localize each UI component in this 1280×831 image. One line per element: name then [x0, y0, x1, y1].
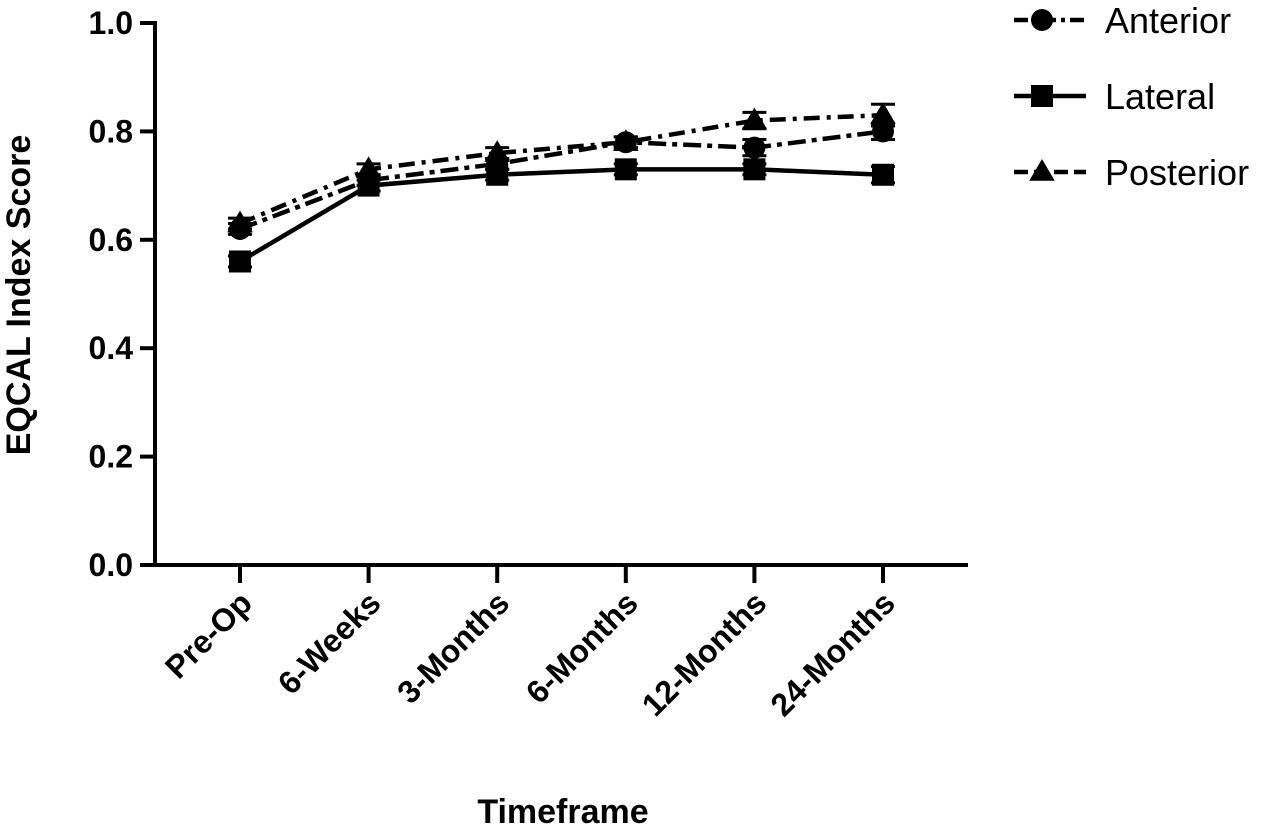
- data-point-triangle: [355, 156, 382, 179]
- data-point-triangle: [613, 129, 639, 152]
- y-tick-label: 0.0: [89, 547, 133, 583]
- y-tick-label: 0.4: [89, 330, 134, 366]
- series-line-anterior: [239, 129, 884, 232]
- data-point-square: [229, 250, 251, 273]
- data-point-triangle: [484, 140, 510, 162]
- x-tick-label: 3-Months: [390, 584, 516, 710]
- axes: 0.0 0.2 0.4 0.6 0.8 1.0 Pre-Op 6-Weeks 3-Months 6…: [89, 5, 968, 723]
- data-point-triangle: [870, 102, 896, 124]
- legend-item-posterior: Posterior: [1014, 152, 1249, 193]
- legend-label: Lateral: [1105, 76, 1215, 117]
- legend-item-lateral: Lateral: [1014, 76, 1215, 117]
- data-point-triangle: [1029, 159, 1055, 181]
- y-axis-title: EQCAL Index Score: [0, 135, 38, 456]
- legend-item-anterior: Anterior: [1014, 0, 1231, 41]
- data-point-triangle: [227, 210, 253, 233]
- y-tick-label: 0.2: [89, 439, 133, 475]
- data-point-square: [357, 174, 380, 197]
- data-point-circle: [743, 136, 766, 159]
- series-line-posterior: [239, 112, 884, 226]
- data-point-triangle: [741, 107, 768, 130]
- x-tick-label: 24-Months: [763, 584, 902, 723]
- y-tick-label: 0.6: [89, 222, 133, 258]
- series-anterior: [228, 120, 895, 240]
- x-tick-label: 12-Months: [635, 584, 774, 723]
- y-tick-label: 1.0: [89, 5, 133, 41]
- data-point-square: [614, 158, 637, 181]
- series-line-lateral: [238, 167, 884, 264]
- legend-label: Anterior: [1105, 0, 1231, 41]
- legend: Anterior Lateral Posterior: [1014, 0, 1249, 193]
- series-layer: [227, 102, 896, 273]
- x-tick-label: 6-Months: [519, 584, 645, 710]
- legend-label: Posterior: [1105, 152, 1249, 193]
- series-posterior: [227, 102, 896, 233]
- y-tick-label: 0.8: [89, 113, 133, 149]
- x-tick-label: 6-Weeks: [271, 584, 388, 701]
- data-point-square: [1031, 85, 1053, 107]
- x-axis-title: Timeframe: [477, 793, 648, 831]
- data-point-square: [872, 163, 894, 186]
- series-lateral: [228, 158, 895, 273]
- data-point-square: [743, 158, 766, 181]
- x-tick-label: Pre-Op: [158, 584, 259, 685]
- data-point-square: [486, 163, 509, 186]
- data-point-circle: [1031, 9, 1053, 31]
